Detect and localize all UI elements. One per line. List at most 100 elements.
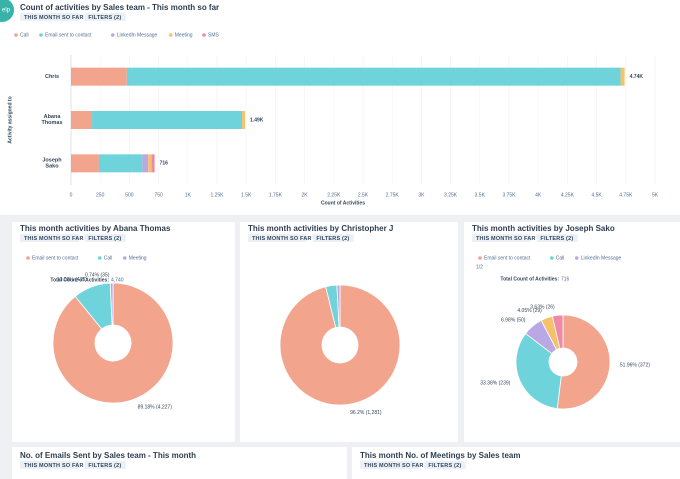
tag[interactable] (84, 13, 126, 21)
tag[interactable] (84, 461, 126, 469)
x-tick-label: 2.5K (358, 192, 369, 198)
bar-segment[interactable] (151, 154, 155, 173)
legend-dot (478, 256, 482, 260)
donut-slice[interactable] (109, 282, 114, 326)
legend-label: Email sent to contact (45, 32, 92, 38)
x-tick-label: 4.75K (619, 192, 633, 198)
help-text: elp (2, 8, 11, 14)
donut-slice[interactable] (556, 314, 611, 410)
x-tick-label: 2.25K (327, 192, 341, 198)
x-tick-label: 500 (125, 192, 134, 198)
legend-dot (110, 33, 115, 37)
total-value: 716 (561, 276, 570, 282)
legend-label: Email sent to contact (484, 255, 531, 261)
tag[interactable] (20, 234, 80, 242)
panel-title: No. of Emails Sent by Sales team - This … (20, 451, 196, 460)
value-label: 33.38% (239) (480, 381, 510, 387)
x-axis-label: Count of Activities (321, 200, 365, 206)
value-label: 0.74% (35) (85, 272, 110, 278)
bar-segment[interactable] (71, 111, 93, 129)
x-tick-label: 4.5K (591, 192, 602, 198)
tag[interactable] (536, 234, 578, 242)
x-tick-label: 4.25K (561, 192, 575, 198)
x-tick-label: 1.5K (241, 192, 252, 198)
tag-label: FILTERS (2) (316, 236, 349, 242)
x-tick-label: 3.25K (444, 192, 458, 198)
tag-label: THIS MONTH SO FAR (24, 15, 84, 21)
tag[interactable] (84, 234, 126, 242)
panel-title: Count of activities by Sales team - This… (20, 3, 219, 12)
y-tick-label: Chris (45, 74, 59, 80)
bar-segment[interactable] (71, 67, 127, 86)
legend-label: Call (104, 255, 113, 261)
legend-label: Call (20, 32, 29, 38)
legend-label: LinkedIn Message (117, 32, 158, 38)
value-label: 89.18% (4,227) (138, 404, 173, 410)
bar-segment[interactable] (126, 67, 621, 86)
x-tick-label: 2.75K (386, 192, 400, 198)
value-label: 3.63% (26) (530, 305, 555, 311)
legend-dot (549, 256, 554, 260)
legend-label: LinkedIn Message (581, 255, 622, 261)
panel (0, 0, 680, 215)
x-tick-label: 5K (652, 192, 659, 198)
tag-label: FILTERS (2) (428, 463, 461, 469)
legend-dot (574, 256, 579, 260)
donut-slice[interactable] (551, 314, 564, 349)
legend-dot (26, 256, 30, 260)
panel-title: This month activities by Abana Thomas (20, 224, 171, 233)
value-label: 51.96% (372) (620, 363, 650, 369)
tag[interactable] (472, 234, 532, 242)
donut-slice[interactable] (279, 284, 401, 406)
tag[interactable] (20, 461, 80, 469)
x-tick-label: 4K (535, 192, 542, 198)
total-label: 716 (160, 161, 169, 167)
bar-segment[interactable] (142, 154, 149, 173)
bar-segment[interactable] (148, 154, 152, 173)
bar-segment[interactable] (242, 111, 246, 129)
help-button[interactable] (0, 0, 14, 22)
value-label: 96.2% (1,281) (350, 410, 382, 416)
tag-label: FILTERS (2) (88, 236, 121, 242)
value-label: 10.08% (478) (57, 277, 87, 283)
bar-segment[interactable] (71, 154, 99, 173)
x-tick-label: 1K (185, 192, 192, 198)
panel (240, 222, 458, 442)
bar-segment[interactable] (92, 111, 243, 129)
legend-label: Call (556, 255, 565, 261)
panel-title: This month activities by Joseph Sako (472, 224, 615, 233)
bar-segment[interactable] (98, 154, 143, 173)
value-label: 6.98% (50) (501, 317, 526, 323)
legend-label: SMS (208, 32, 220, 38)
panel-title: This month No. of Meetings by Sales team (360, 451, 520, 460)
tag[interactable] (312, 234, 354, 242)
total-label: 1.49K (250, 117, 264, 123)
tag-label: THIS MONTH SO FAR (252, 236, 312, 242)
legend-dot (122, 256, 127, 260)
tag-label: FILTERS (2) (540, 236, 573, 242)
donut-slice[interactable] (336, 284, 341, 328)
legend-pager[interactable]: 1/2 (476, 264, 483, 270)
total-value: 4,740 (111, 277, 124, 283)
tag[interactable] (360, 461, 420, 469)
x-tick-label: 3.75K (502, 192, 516, 198)
legend-dot (39, 33, 43, 37)
x-tick-label: 3K (418, 192, 425, 198)
tag-label: THIS MONTH SO FAR (476, 236, 536, 242)
x-tick-label: 2K (302, 192, 309, 198)
x-tick-label: 250 (96, 192, 105, 198)
legend-label: Email sent to contact (32, 255, 79, 261)
tag[interactable] (248, 234, 308, 242)
x-tick-label: 0 (70, 192, 73, 198)
tag-label: FILTERS (2) (88, 15, 121, 21)
legend-dot (97, 256, 102, 260)
legend-dot (202, 33, 206, 37)
tag[interactable] (424, 461, 466, 469)
donut-slice[interactable] (52, 282, 174, 404)
value-label: 4.05% (29) (517, 308, 542, 314)
bar-segment[interactable] (620, 67, 625, 86)
x-tick-label: 1.75K (269, 192, 283, 198)
panel-title: This month activities by Christopher J (248, 224, 393, 233)
tag[interactable] (20, 13, 80, 21)
